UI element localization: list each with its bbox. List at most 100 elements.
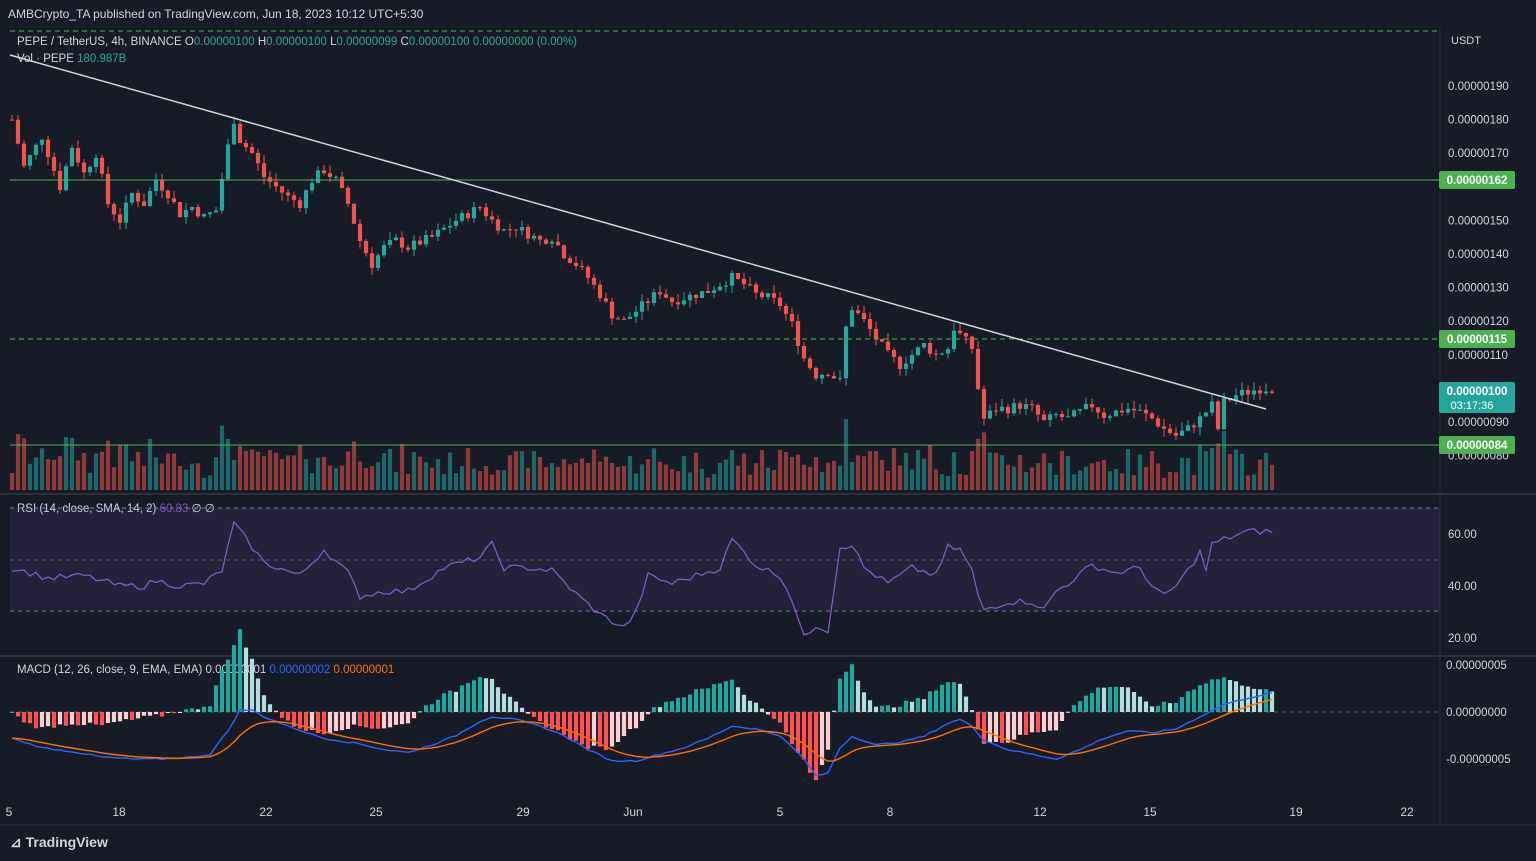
candle <box>1113 409 1119 417</box>
macd-hist-bar <box>405 712 411 724</box>
macd-hist-bar <box>261 695 267 712</box>
candle <box>999 398 1005 413</box>
volume-bar <box>753 463 759 490</box>
candle <box>1095 406 1101 419</box>
volume-bar <box>669 469 675 490</box>
volume-bar <box>843 418 849 490</box>
macd-hist-bar <box>843 671 849 712</box>
volume-legend: Vol · PEPE 180.987B <box>17 53 127 65</box>
candle <box>1233 388 1239 405</box>
candle <box>243 139 249 152</box>
macd-hist-bar <box>573 712 579 741</box>
macd-hist-bar <box>465 683 471 712</box>
volume-bar <box>891 448 897 490</box>
macd-hist-bar <box>885 705 891 712</box>
candle <box>975 341 981 391</box>
level-label-084: 0.00000084 <box>1447 440 1508 452</box>
candle <box>885 333 891 353</box>
volume-bar <box>1041 453 1047 490</box>
macd-hist-bar <box>489 678 495 712</box>
candle <box>993 402 999 417</box>
volume-bar <box>615 467 621 490</box>
candle <box>273 173 279 192</box>
macd-line <box>11 692 1273 777</box>
macd-hist-bar <box>831 710 837 712</box>
macd-hist-bar <box>681 697 687 712</box>
macd-hist-bar <box>1233 681 1239 712</box>
candle <box>297 197 303 213</box>
macd-hist-bar <box>309 712 315 730</box>
macd-hist-bar <box>417 711 423 713</box>
candle <box>675 294 681 310</box>
volume-bar <box>897 465 903 490</box>
candle <box>723 280 729 293</box>
candle <box>315 166 321 184</box>
volume-bar <box>1155 463 1161 490</box>
volume-bar <box>303 459 309 490</box>
macd-hist-bar <box>267 704 273 712</box>
macd-hist-bar <box>1197 685 1203 712</box>
macd-hist-bar <box>789 712 795 745</box>
macd-hist-bar <box>189 708 195 712</box>
descending-trendline[interactable] <box>9 54 1267 410</box>
tradingview-logo-icon: ⊿ <box>10 834 26 850</box>
macd-hist-bar <box>909 701 915 712</box>
volume-bar <box>369 466 375 490</box>
volume-bar <box>981 432 987 490</box>
volume-bar <box>819 471 825 490</box>
macd-hist-bar <box>63 712 69 726</box>
volume-bar <box>513 451 519 490</box>
symbol-label[interactable]: PEPE / TetherUS, 4h, BINANCE <box>17 36 182 48</box>
candle <box>561 244 567 260</box>
volume-bar <box>579 458 585 490</box>
volume-bar <box>387 449 393 490</box>
candle <box>813 366 819 381</box>
tradingview-logo[interactable]: ⊿ TradingView <box>10 834 108 850</box>
volume-bar <box>321 456 327 490</box>
candle <box>909 350 915 370</box>
macd-hist-bar <box>1155 705 1161 712</box>
candle <box>1257 385 1263 400</box>
volume-bar <box>105 440 111 490</box>
macd-tick: -0.00000005 <box>1446 754 1511 766</box>
macd-hist-bar <box>105 712 111 723</box>
candle <box>291 191 297 208</box>
macd-hist-bar <box>285 712 291 721</box>
volume-bar <box>759 450 765 490</box>
volume-bar <box>771 470 777 490</box>
macd-hist-bar <box>93 712 99 725</box>
signal-line <box>11 698 1273 762</box>
candle <box>525 224 531 244</box>
volume-bar <box>735 465 741 490</box>
volume-bar <box>1221 431 1227 490</box>
volume-bar <box>1203 450 1209 490</box>
macd-hist-bar <box>1017 712 1023 735</box>
candle <box>807 356 813 371</box>
macd-hist-bar <box>693 689 699 712</box>
volume-bar <box>363 468 369 490</box>
macd-hist-bar <box>741 694 747 712</box>
candle <box>177 201 183 218</box>
volume-bar <box>1263 452 1269 490</box>
macd-hist-bar <box>333 712 339 731</box>
price-tick: 0.00000090 <box>1448 417 1509 429</box>
candle <box>21 140 27 169</box>
candle <box>411 235 417 257</box>
volume-bar <box>675 471 681 490</box>
macd-hist-bar <box>867 700 873 712</box>
macd-hist-bar <box>477 677 483 712</box>
volume-bar <box>765 467 771 490</box>
volume-bar <box>699 468 705 490</box>
candle <box>1071 409 1077 418</box>
volume-bar <box>747 474 753 490</box>
macd-hist-bar <box>603 712 609 750</box>
candle <box>99 155 105 178</box>
macd-hist-bar <box>213 685 219 712</box>
macd-hist-bar <box>1161 701 1167 712</box>
candle <box>423 229 429 248</box>
macd-hist-bar <box>1107 686 1113 712</box>
volume-bar <box>867 451 873 490</box>
currency-label[interactable]: USDT <box>1451 35 1481 47</box>
candle <box>447 218 453 235</box>
